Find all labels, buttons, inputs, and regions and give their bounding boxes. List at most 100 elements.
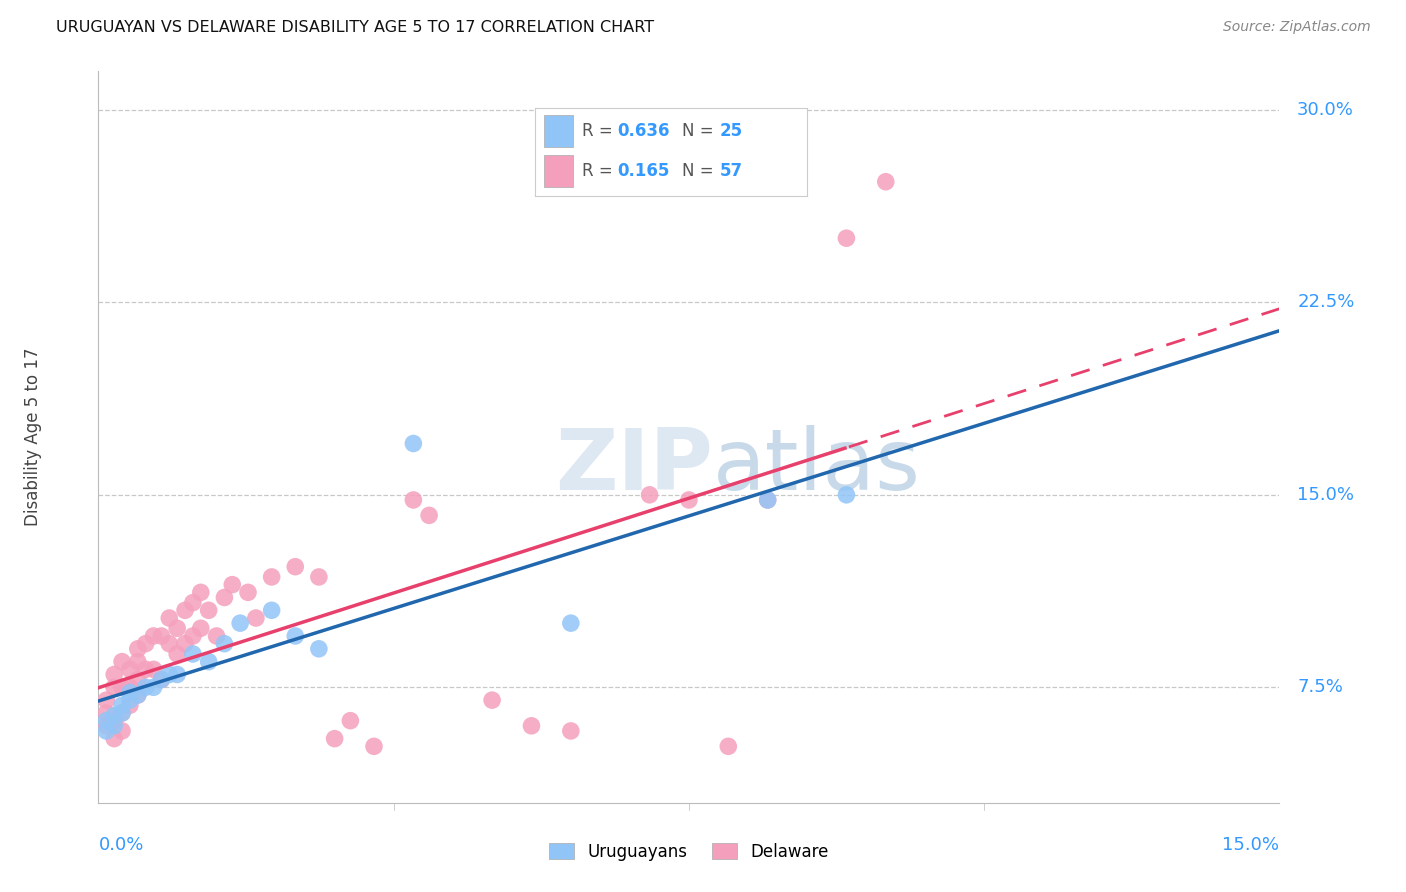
Point xyxy=(118,693,141,707)
Point xyxy=(181,596,204,610)
Text: 0.636: 0.636 xyxy=(617,121,669,140)
Point xyxy=(150,629,173,643)
Point xyxy=(418,508,440,523)
Point xyxy=(174,637,197,651)
Point xyxy=(111,706,134,720)
Point xyxy=(221,577,243,591)
Point xyxy=(142,662,165,676)
Point xyxy=(363,739,385,754)
Point xyxy=(103,708,125,723)
Legend: Uruguayans, Delaware: Uruguayans, Delaware xyxy=(543,837,835,868)
Point xyxy=(127,673,149,687)
Text: URUGUAYAN VS DELAWARE DISABILITY AGE 5 TO 17 CORRELATION CHART: URUGUAYAN VS DELAWARE DISABILITY AGE 5 T… xyxy=(56,20,654,35)
Point xyxy=(402,492,425,507)
Text: R =: R = xyxy=(582,162,617,180)
Point xyxy=(96,723,118,738)
Point xyxy=(214,637,236,651)
Text: 25: 25 xyxy=(720,121,744,140)
Point xyxy=(756,492,779,507)
Point xyxy=(135,681,157,695)
Point xyxy=(166,621,188,635)
Point xyxy=(111,706,134,720)
Point xyxy=(157,637,180,651)
Point xyxy=(103,667,125,681)
Point xyxy=(181,647,204,661)
Point xyxy=(560,723,582,738)
Text: 15.0%: 15.0% xyxy=(1222,836,1279,854)
Text: Disability Age 5 to 17: Disability Age 5 to 17 xyxy=(24,348,42,526)
Point xyxy=(118,681,141,695)
Point xyxy=(157,667,180,681)
Text: R =: R = xyxy=(582,121,617,140)
Text: 0.0%: 0.0% xyxy=(98,836,143,854)
Text: atlas: atlas xyxy=(713,425,921,508)
Point xyxy=(339,714,361,728)
Point xyxy=(166,647,188,661)
Point xyxy=(118,698,141,713)
Point xyxy=(127,641,149,656)
Point xyxy=(150,673,173,687)
Point xyxy=(127,655,149,669)
Point xyxy=(103,719,125,733)
Point xyxy=(260,570,283,584)
Point xyxy=(181,629,204,643)
Text: 22.5%: 22.5% xyxy=(1298,293,1354,311)
Point xyxy=(111,655,134,669)
Point xyxy=(118,685,141,699)
Point xyxy=(118,662,141,676)
Point xyxy=(875,175,897,189)
Point xyxy=(205,629,228,643)
Point xyxy=(197,603,219,617)
Point xyxy=(236,585,259,599)
Point xyxy=(111,681,134,695)
Point xyxy=(308,641,330,656)
Point xyxy=(190,621,212,635)
Point xyxy=(157,611,180,625)
Point xyxy=(135,662,157,676)
Text: Source: ZipAtlas.com: Source: ZipAtlas.com xyxy=(1223,20,1371,34)
Bar xyxy=(544,115,574,146)
Point xyxy=(96,706,118,720)
Point xyxy=(245,611,267,625)
Text: 30.0%: 30.0% xyxy=(1298,101,1354,119)
Point xyxy=(96,693,118,707)
Point xyxy=(717,739,740,754)
Text: ZIP: ZIP xyxy=(555,425,713,508)
Text: 15.0%: 15.0% xyxy=(1298,486,1354,504)
Point xyxy=(135,637,157,651)
Text: N =: N = xyxy=(682,121,718,140)
Point xyxy=(214,591,236,605)
Point xyxy=(835,231,858,245)
Point xyxy=(142,681,165,695)
Point xyxy=(323,731,346,746)
Text: 7.5%: 7.5% xyxy=(1298,678,1343,697)
Point xyxy=(560,616,582,631)
Point xyxy=(96,719,118,733)
Point xyxy=(197,655,219,669)
Point xyxy=(142,629,165,643)
Point xyxy=(481,693,503,707)
Point xyxy=(127,688,149,702)
Point xyxy=(756,492,779,507)
Bar xyxy=(544,155,574,187)
Point xyxy=(103,714,125,728)
Point xyxy=(96,714,118,728)
Point xyxy=(150,673,173,687)
Point xyxy=(174,603,197,617)
Point xyxy=(127,688,149,702)
Point xyxy=(308,570,330,584)
Point xyxy=(638,488,661,502)
Point xyxy=(103,681,125,695)
Point xyxy=(678,492,700,507)
Point xyxy=(103,731,125,746)
Point xyxy=(111,723,134,738)
Point xyxy=(229,616,252,631)
Point xyxy=(284,559,307,574)
Point xyxy=(166,667,188,681)
Point xyxy=(260,603,283,617)
Point xyxy=(835,488,858,502)
Point xyxy=(402,436,425,450)
Point xyxy=(190,585,212,599)
Point xyxy=(284,629,307,643)
Text: 57: 57 xyxy=(720,162,744,180)
